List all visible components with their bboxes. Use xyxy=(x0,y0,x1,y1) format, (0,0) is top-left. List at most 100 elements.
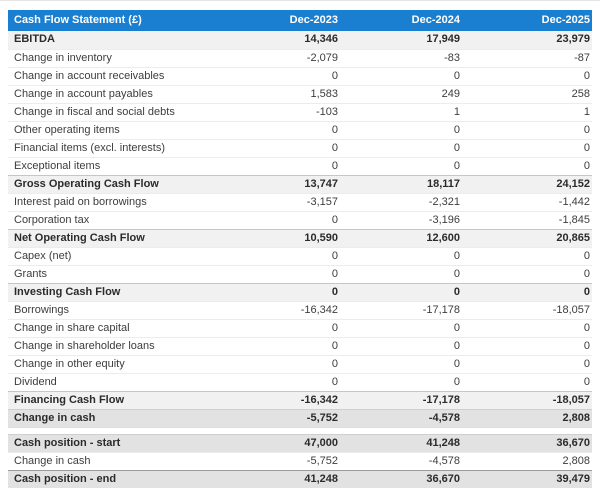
cell-value: 249 xyxy=(441,88,460,100)
table-header-row: Cash Flow Statement (£) Dec-2023 Dec-202… xyxy=(8,10,592,31)
cell-value: -2,079 xyxy=(306,52,338,64)
cash-flow-statement-table: Cash Flow Statement (£) Dec-2023 Dec-202… xyxy=(8,10,592,488)
row-label: Exceptional items xyxy=(14,160,101,172)
cell-value: 0 xyxy=(453,142,460,154)
cell-value: 0 xyxy=(583,268,590,280)
column-header-dec-2024: Dec-2024 xyxy=(411,14,460,26)
table-row: Financing Cash Flow -16,342 -17,178 -18,057 xyxy=(8,391,592,409)
cell-value: 36,670 xyxy=(556,437,590,449)
row-label: Change in cash xyxy=(14,412,96,424)
cell-value: -5,752 xyxy=(306,412,338,424)
table-row: Change in inventory -2,079 -83 -87 xyxy=(8,49,592,67)
cell-value: 0 xyxy=(453,322,460,334)
row-label: Corporation tax xyxy=(14,214,90,226)
cell-value: 0 xyxy=(583,124,590,136)
row-label: Other operating items xyxy=(14,124,120,136)
cell-value: 39,479 xyxy=(556,473,590,485)
cell-value: 36,670 xyxy=(426,473,460,485)
cell-value: 17,949 xyxy=(426,33,460,45)
cell-value: 0 xyxy=(331,214,338,226)
table-row: Change in cash -5,752 -4,578 2,808 xyxy=(8,452,592,470)
row-label: Interest paid on borrowings xyxy=(14,196,147,208)
table-row: Dividend 0 0 0 xyxy=(8,373,592,391)
cell-value: 41,248 xyxy=(304,473,338,485)
cell-value: 0 xyxy=(453,340,460,352)
column-header-dec-2025: Dec-2025 xyxy=(541,14,590,26)
cell-value: 0 xyxy=(583,322,590,334)
table-row: Change in account receivables 0 0 0 xyxy=(8,67,592,85)
cell-value: 0 xyxy=(331,376,338,388)
cell-value: -17,178 xyxy=(422,394,460,406)
row-label: Change in other equity xyxy=(14,358,125,370)
row-label: Borrowings xyxy=(14,304,70,316)
cell-value: 24,152 xyxy=(556,178,590,190)
cell-value: -87 xyxy=(574,52,590,64)
cell-value: 2,808 xyxy=(562,455,590,467)
cell-value: 0 xyxy=(453,160,460,172)
table-row: Other operating items 0 0 0 xyxy=(8,121,592,139)
table-row: Cash position - end 41,248 36,670 39,479 xyxy=(8,470,592,488)
table-row: Net Operating Cash Flow 10,590 12,600 20,86… xyxy=(8,229,592,247)
cell-value: 1 xyxy=(453,106,460,118)
cell-value: 0 xyxy=(331,268,338,280)
cell-value: 10,590 xyxy=(304,232,338,244)
row-label: Change in share capital xyxy=(14,322,130,334)
table-row: Change in cash -5,752 -4,578 2,808 xyxy=(8,409,592,427)
cell-value: -1,845 xyxy=(558,214,590,226)
table-row: Cash position - start 47,000 41,248 36,670 xyxy=(8,434,592,452)
cell-value: -103 xyxy=(315,106,338,118)
cell-value: 14,346 xyxy=(304,33,338,45)
row-label: Capex (net) xyxy=(14,250,72,262)
row-label: Cash position - start xyxy=(14,437,121,449)
row-label: Change in inventory xyxy=(14,52,112,64)
cell-value: 18,117 xyxy=(426,178,460,190)
cell-value: 0 xyxy=(331,322,338,334)
cell-value: 0 xyxy=(331,340,338,352)
cell-value: 0 xyxy=(453,124,460,136)
cell-value: 0 xyxy=(331,358,338,370)
cell-value: 0 xyxy=(453,268,460,280)
table-title: Cash Flow Statement (£) xyxy=(14,14,142,26)
table-row: Change in fiscal and social debts -103 1 1 xyxy=(8,103,592,121)
cell-value: -5,752 xyxy=(306,455,338,467)
cell-value: 47,000 xyxy=(304,437,338,449)
cell-value: -2,321 xyxy=(428,196,460,208)
cell-value: 12,600 xyxy=(426,232,460,244)
cell-value: 0 xyxy=(453,358,460,370)
cell-value: -18,057 xyxy=(552,304,590,316)
cell-value: 0 xyxy=(331,124,338,136)
row-label: Grants xyxy=(14,268,48,280)
cell-value: 0 xyxy=(453,70,460,82)
row-label: Net Operating Cash Flow xyxy=(14,232,145,244)
cell-value: -16,342 xyxy=(300,304,338,316)
table-row: Change in share capital 0 0 0 xyxy=(8,319,592,337)
cell-value: 0 xyxy=(583,286,590,298)
table-row: Investing Cash Flow 0 0 0 xyxy=(8,283,592,301)
cell-value: 0 xyxy=(453,250,460,262)
cell-value: 0 xyxy=(583,376,590,388)
row-label: Change in cash xyxy=(14,455,91,467)
table-spacer-row xyxy=(8,427,592,434)
cell-value: 0 xyxy=(583,142,590,154)
cell-value: 23,979 xyxy=(556,33,590,45)
table-row: Change in shareholder loans 0 0 0 xyxy=(8,337,592,355)
cell-value: 1 xyxy=(583,106,590,118)
row-label: Change in account payables xyxy=(14,88,153,100)
cell-value: -18,057 xyxy=(552,394,590,406)
table-row: Borrowings -16,342 -17,178 -18,057 xyxy=(8,301,592,319)
table-row: Gross Operating Cash Flow 13,747 18,117 24,… xyxy=(8,175,592,193)
cell-value: 2,808 xyxy=(562,412,590,424)
table-row: Corporation tax 0 -3,196 -1,845 xyxy=(8,211,592,229)
row-label: Cash position - end xyxy=(14,473,117,485)
cell-value: 13,747 xyxy=(304,178,338,190)
table-body: EBITDA 14,346 17,949 23,979 Change in invent… xyxy=(8,31,592,488)
row-label: Financial items (excl. interests) xyxy=(14,142,165,154)
table-row: Change in account payables 1,583 249 258 xyxy=(8,85,592,103)
table-row: Change in other equity 0 0 0 xyxy=(8,355,592,373)
row-label: Change in account receivables xyxy=(14,70,165,82)
cell-value: 0 xyxy=(331,250,338,262)
table-row: Capex (net) 0 0 0 xyxy=(8,247,592,265)
cell-value: 0 xyxy=(331,70,338,82)
cell-value: 0 xyxy=(453,286,460,298)
column-header-dec-2023: Dec-2023 xyxy=(289,14,338,26)
